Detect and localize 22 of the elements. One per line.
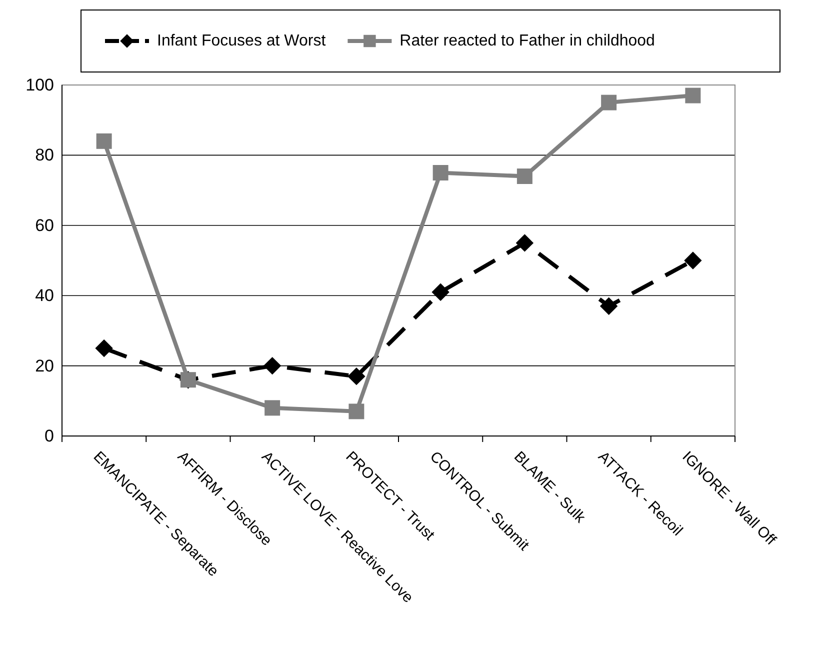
y-tick-label: 20	[35, 356, 54, 376]
point	[263, 356, 282, 375]
point	[264, 400, 280, 416]
point	[96, 133, 112, 149]
point	[348, 367, 366, 386]
point	[685, 88, 701, 104]
point	[348, 404, 364, 420]
legend-label: Rater reacted to Father in childhood	[400, 32, 655, 50]
y-tick-label: 40	[35, 286, 54, 306]
y-tick-label: 60	[35, 216, 54, 235]
y-tick-label: 100	[26, 75, 54, 94]
point	[95, 339, 113, 358]
point	[516, 234, 534, 252]
point	[684, 252, 702, 270]
legend-label: Infant Focuses at Worst	[157, 32, 326, 50]
y-tick-label: 80	[35, 146, 54, 165]
point	[600, 297, 618, 315]
point	[432, 165, 448, 180]
y-tick-label: 0	[44, 426, 54, 446]
point	[601, 94, 617, 110]
point	[516, 168, 532, 184]
point	[432, 283, 450, 301]
